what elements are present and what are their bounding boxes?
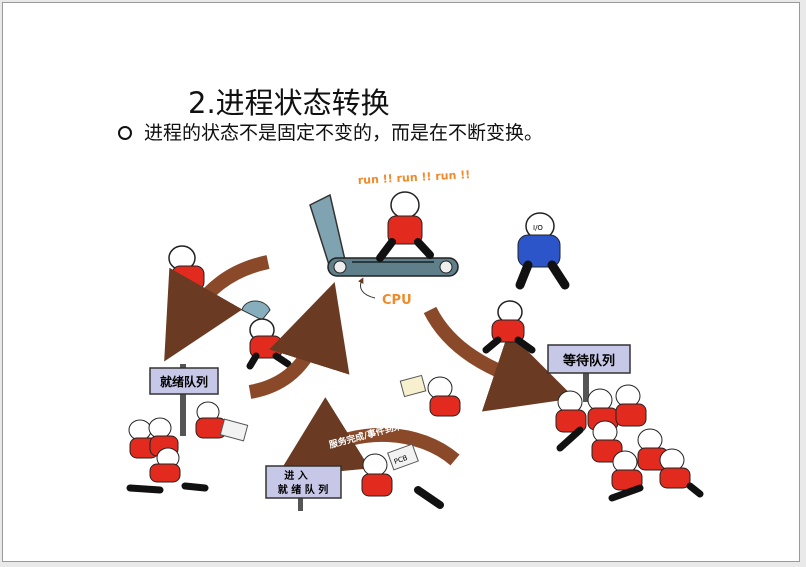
arrow-to-waiting	[423, 306, 575, 412]
treadmill-cpu	[309, 193, 459, 277]
waiting-queue-label: 等待队列	[562, 353, 615, 369]
arrow-to-cpu	[248, 281, 350, 399]
waiting-queue-sign: 等待队列	[547, 344, 631, 402]
slide-title: 2.进程状态转换	[188, 86, 390, 120]
process-character-entering-cpu	[241, 300, 292, 370]
ready-crowd	[126, 401, 249, 494]
arrow-scheduled	[164, 255, 270, 362]
ready-queue-sign: 就绪队列	[149, 364, 219, 436]
ready-queue-label: 就绪队列	[160, 374, 208, 389]
enter-ready-queue-sign: 进 入 就 绪 队 列	[265, 465, 342, 511]
bullet-text: 进程的状态不是固定不变的，而是在不断变换。	[144, 122, 544, 144]
process-character-paper	[399, 374, 461, 417]
enter-sign-line2: 就 绪 队 列	[278, 483, 328, 496]
io-badge: I/O	[533, 224, 543, 232]
process-character-to-waiting	[482, 300, 536, 354]
enter-sign-line1: 进 入	[284, 469, 307, 482]
running-process-character	[376, 191, 434, 262]
arrow-service-done	[276, 397, 460, 478]
run-text: run !! run !! run !!	[357, 168, 470, 187]
process-character-pcb: PCB	[361, 443, 444, 509]
cpu-label: CPU	[382, 293, 412, 308]
bullet-icon	[118, 126, 132, 140]
waiting-crowd	[555, 384, 704, 502]
io-process-character: I/O	[515, 212, 570, 290]
